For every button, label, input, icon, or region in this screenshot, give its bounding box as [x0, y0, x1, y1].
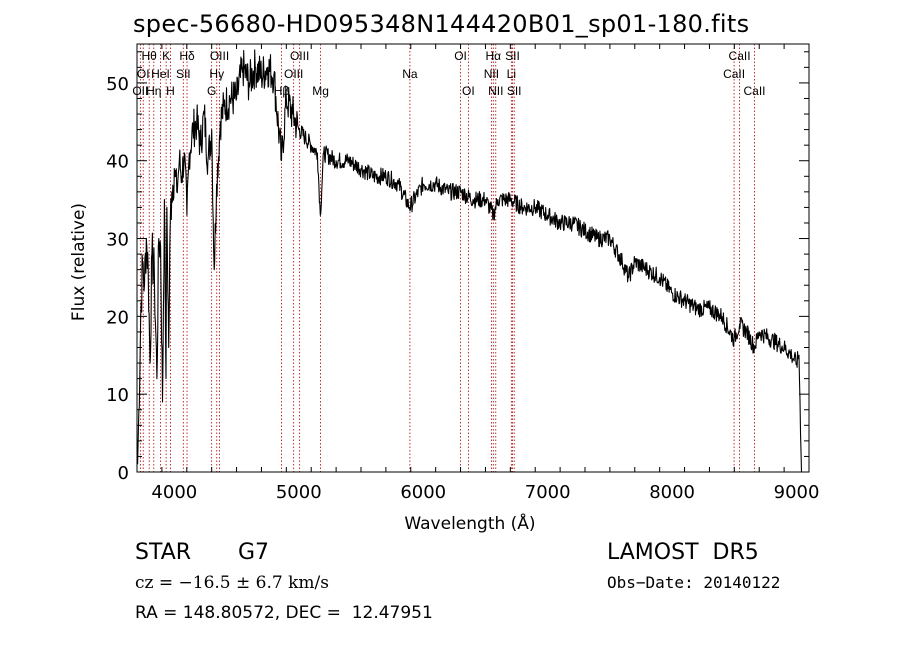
line-label-6: H	[166, 84, 175, 98]
line-label-19: NII	[484, 67, 499, 81]
line-label-5: K	[162, 49, 170, 63]
x-tick-label: 8000	[649, 482, 695, 503]
line-label-10: Hγ	[209, 67, 224, 81]
line-label-2: Hθ	[142, 49, 158, 63]
line-label-23: SII	[505, 49, 520, 63]
line-label-9: G	[207, 84, 216, 98]
observation-date: Obs−Date: 20140122	[607, 573, 781, 592]
line-label-4: HeI	[151, 67, 170, 81]
line-label-18: OI	[462, 84, 475, 98]
line-label-21: NII	[488, 84, 503, 98]
x-tick-label: 4000	[151, 482, 197, 503]
line-label-12: Hβ	[274, 84, 290, 98]
y-tick-label: 50	[106, 74, 129, 95]
redshift-velocity: cz = −16.5 ± 6.7 km/s	[135, 573, 329, 593]
y-axis-label: Flux (relative)	[69, 203, 89, 321]
line-label-16: Na	[402, 67, 418, 81]
line-label-11: OIII	[210, 49, 229, 63]
x-tick-label: 6000	[400, 482, 446, 503]
line-label-22: Li	[507, 67, 516, 81]
chart-title: spec-56680-HD095348N144420B01_sp01-180.f…	[133, 10, 750, 38]
line-label-20: Hα	[485, 49, 501, 63]
x-axis-ticks: 4000 5000 6000 7000 8000 9000	[136, 44, 820, 503]
object-class: STAR	[135, 540, 192, 565]
y-axis-ticks: 0 10 20 30 40 50	[106, 51, 809, 484]
x-axis-label: Wavelength (Å)	[404, 512, 535, 534]
y-tick-label: 10	[106, 385, 129, 406]
line-label-15: Mg	[312, 84, 329, 98]
plot-frame	[136, 43, 810, 473]
line-label-25: CaII	[723, 67, 745, 81]
line-label-7: SII	[176, 67, 191, 81]
survey-label: LAMOST DR5	[607, 540, 759, 565]
x-tick-label: 5000	[276, 482, 322, 503]
spectral-line-labels: OIIOIHθHηHeIKHSIIHδGHγOIIIHβOIIIOIIIMgNa…	[132, 49, 765, 98]
line-label-3: Hη	[146, 84, 161, 98]
line-label-24: SII	[507, 84, 522, 98]
x-tick-label: 7000	[525, 482, 571, 503]
line-label-14: OIII	[290, 49, 309, 63]
line-label-13: OIII	[284, 67, 303, 81]
ra-dec-coordinates: RA = 148.80572, DEC = 12.47951	[135, 603, 433, 623]
x-tick-label: 9000	[774, 482, 820, 503]
y-tick-label: 0	[118, 463, 129, 484]
line-label-17: OI	[454, 49, 467, 63]
y-tick-label: 20	[106, 307, 129, 328]
line-label-26: CaII	[729, 49, 751, 63]
line-label-27: CaII	[743, 84, 765, 98]
spectral-line-markers	[139, 44, 755, 472]
y-tick-label: 30	[106, 230, 129, 251]
y-tick-label: 40	[106, 152, 129, 173]
line-label-8: Hδ	[179, 49, 195, 63]
line-label-1: OI	[137, 67, 150, 81]
object-subclass: G7	[238, 540, 270, 565]
spectrum-line	[137, 49, 803, 473]
line-label-0: OII	[132, 84, 148, 98]
